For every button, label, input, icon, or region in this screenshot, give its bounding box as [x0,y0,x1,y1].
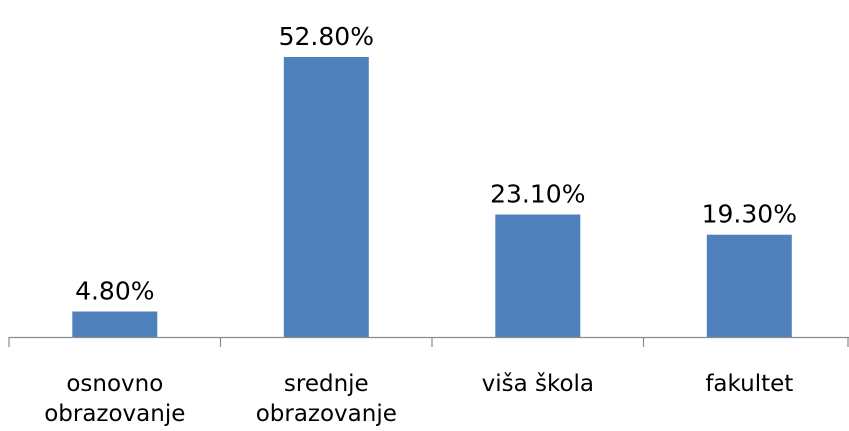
data-labels-layer: 4.80% 52.80% 23.10% 19.30% [75,22,797,306]
x-axis [8,336,849,347]
data-label-1: 4.80% [75,277,154,306]
category-label-2-line-1: srednje [284,371,369,397]
data-label-3: 23.10% [490,180,585,209]
category-labels-layer: osnovno obrazovanje srednje obrazovanje viša… [44,371,793,427]
bars-layer [72,57,792,337]
bar-3 [495,214,581,337]
category-label-3: viša škola [482,371,594,397]
bar-1 [72,311,158,337]
category-label-2-line-2: obrazovanje [256,401,397,427]
bar-2 [283,57,369,337]
category-label-1-line-2: obrazovanje [44,401,185,427]
category-label-1-line-1: osnovno [66,371,163,397]
data-label-2: 52.80% [279,22,374,51]
category-label-4: fakultet [705,371,793,397]
bar-4 [706,234,792,337]
data-label-4: 19.30% [702,200,797,229]
